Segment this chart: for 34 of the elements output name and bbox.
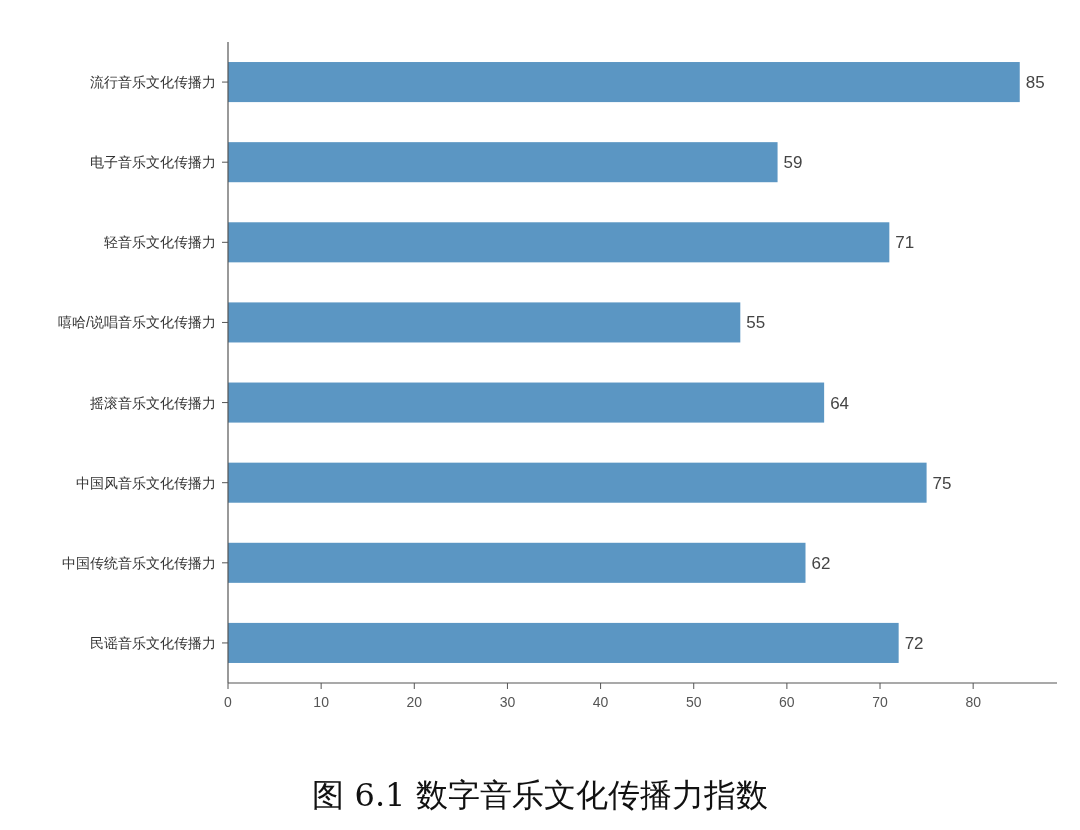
data-label: 59: [783, 153, 803, 173]
data-label: 75: [932, 473, 952, 493]
data-label: 64: [830, 393, 850, 413]
bar: [228, 382, 825, 423]
bar: [228, 142, 778, 183]
data-label: 55: [746, 313, 766, 333]
x-tick-label: 60: [779, 694, 795, 710]
y-tick-label: 流行音乐文化传播力: [90, 74, 216, 91]
text: 图 6.1 数字音乐文化传播力指数: [312, 776, 768, 814]
bar: [228, 622, 899, 663]
bar: [228, 62, 1020, 103]
bar: [228, 222, 890, 263]
bar: [228, 542, 806, 583]
y-tick-label: 摇滚音乐文化传播力: [90, 394, 216, 411]
y-tick-label: 中国传统音乐文化传播力: [62, 554, 216, 571]
x-tick-label: 10: [313, 694, 330, 710]
x-tick-label: 50: [685, 694, 702, 710]
x-tick-label: 20: [406, 694, 423, 710]
y-tick-label: 嘻哈/说唱音乐文化传播力: [58, 314, 216, 331]
data-label: 62: [811, 553, 831, 573]
y-tick-label: 民谣音乐文化传播力: [90, 634, 216, 651]
y-tick-label: 轻音乐文化传播力: [104, 234, 216, 251]
data-label: 85: [1025, 73, 1045, 93]
x-tick-label: 70: [872, 694, 889, 710]
x-tick-label: 30: [499, 694, 516, 710]
data-label: 72: [904, 633, 924, 653]
bar: [228, 302, 741, 343]
x-tick-label: 80: [965, 694, 982, 710]
x-tick-label: 0: [224, 694, 233, 710]
data-label: 71: [895, 233, 915, 253]
y-tick-label: 电子音乐文化传播力: [90, 154, 216, 171]
y-tick-label: 中国风音乐文化传播力: [76, 474, 216, 491]
bar: [228, 462, 927, 503]
x-tick-label: 40: [592, 694, 609, 710]
